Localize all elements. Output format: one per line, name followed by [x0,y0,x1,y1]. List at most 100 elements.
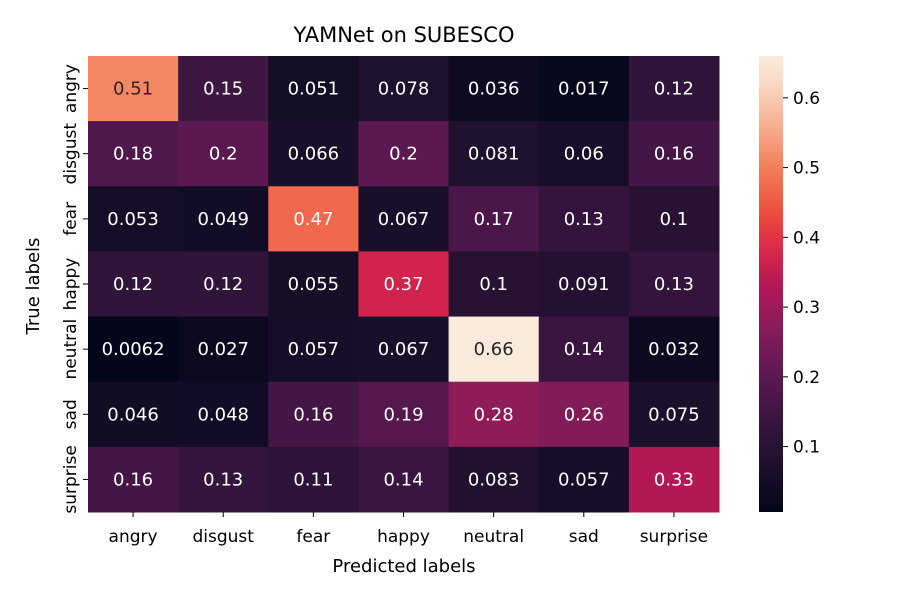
heatmap-cell-happy-neutral [448,251,540,318]
heatmap-cell-sad-fear [268,381,359,448]
cell-value-label-angry-disgust: 0.15 [203,79,243,100]
cell-value-label-fear-neutral: 0.17 [474,209,514,230]
cell-value-label-neutral-disgust: 0.027 [197,339,249,360]
heatmap-cells [88,56,720,513]
heatmap-cell-angry-neutral [448,56,540,122]
cell-value-label-disgust-happy: 0.2 [389,144,418,165]
cell-value-label-fear-sad: 0.13 [564,209,604,230]
heatmap-cell-surprise-disgust [178,446,269,513]
heatmap-cell-fear-surprise [628,186,720,252]
heatmap-cell-neutral-sad [538,316,630,383]
heatmap-cell-surprise-angry [88,446,179,513]
heatmap-cell-happy-surprise [628,251,720,318]
heatmap-cell-disgust-neutral [448,121,540,187]
heatmap-cell-neutral-neutral [448,316,540,383]
heatmap-cell-sad-angry [88,381,179,448]
colorbar [759,56,783,512]
cell-value-label-disgust-neutral: 0.081 [468,144,520,165]
cell-value-label-sad-neutral: 0.28 [474,404,514,425]
cell-value-label-sad-happy: 0.19 [383,404,423,425]
heatmap-cell-happy-happy [358,251,450,318]
cell-value-label-neutral-angry: 0.0062 [102,339,165,360]
cell-value-label-surprise-happy: 0.14 [383,469,423,490]
cell-value-label-fear-fear: 0.47 [293,209,333,230]
colorbar-tick-label-4: 0.5 [793,159,820,179]
cell-value-label-happy-sad: 0.091 [558,274,610,295]
cell-value-label-surprise-fear: 0.11 [293,469,333,490]
cell-value-label-angry-angry: 0.51 [113,79,153,100]
cell-value-label-neutral-neutral: 0.66 [474,339,514,360]
cell-value-label-disgust-fear: 0.066 [288,144,340,165]
x-tick-label-sad: sad [569,527,599,547]
heatmap-cell-surprise-happy [358,446,450,513]
cell-value-label-disgust-sad: 0.06 [564,144,604,165]
cell-value-label-happy-happy: 0.37 [383,274,423,295]
cell-value-label-neutral-happy: 0.067 [378,339,430,360]
y-tick-label-surprise: surprise [61,445,81,513]
heatmap-cell-disgust-surprise [628,121,720,187]
y-tick-label-angry: angry [61,64,81,113]
heatmap-cell-neutral-angry [88,316,179,383]
cell-value-label-angry-surprise: 0.12 [654,79,694,100]
x-axis-label: Predicted labels [332,556,475,577]
cell-value-label-happy-neutral: 0.1 [479,274,508,295]
colorbar-tick-label-3: 0.4 [793,228,820,248]
heatmap-cell-angry-angry [88,56,179,122]
colorbar-ticks: 0.1 0.2 0.3 0.4 0.5 0.6 [783,89,820,458]
heatmap-cell-disgust-happy [358,121,450,187]
y-axis-label: True labels [23,238,44,336]
cell-value-label-angry-neutral: 0.036 [468,79,520,100]
heatmap-cell-surprise-sad [538,446,630,513]
cell-value-label-sad-surprise: 0.075 [648,404,700,425]
heatmap-cell-fear-neutral [448,186,540,252]
heatmap-cell-fear-happy [358,186,450,252]
x-tick-labels: angry disgust fear happy neutral sad surprise [109,512,708,547]
heatmap-cell-surprise-neutral [448,446,540,513]
heatmap-cell-neutral-surprise [628,316,720,383]
x-tick-label-happy: happy [377,527,430,547]
x-tick-label-angry: angry [109,527,158,547]
x-tick-label-disgust: disgust [192,527,254,547]
heatmap-cell-angry-happy [358,56,450,122]
x-tick-label-neutral: neutral [463,527,524,547]
cell-value-label-disgust-angry: 0.18 [113,144,153,165]
heatmap-cell-sad-disgust [178,381,269,448]
heatmap-cell-happy-angry [88,251,179,318]
cell-value-label-happy-disgust: 0.12 [203,274,243,295]
cell-value-label-angry-fear: 0.051 [288,79,340,100]
colorbar-tick-label-2: 0.3 [793,298,820,318]
cell-value-label-fear-disgust: 0.049 [197,209,249,230]
y-tick-label-disgust: disgust [61,123,81,185]
heatmap-cell-angry-sad [538,56,630,122]
heatmap-cell-angry-fear [268,56,359,122]
heatmap-cell-sad-happy [358,381,450,448]
y-tick-label-happy: happy [61,258,81,311]
cell-value-label-sad-fear: 0.16 [293,404,333,425]
y-tick-label-sad: sad [61,399,81,429]
cell-value-label-sad-sad: 0.26 [564,404,604,425]
cell-value-label-surprise-neutral: 0.083 [468,469,520,490]
heatmap-cell-fear-fear [268,186,359,252]
heatmap-cell-neutral-happy [358,316,450,383]
cell-value-label-happy-angry: 0.12 [113,274,153,295]
y-tick-label-neutral: neutral [61,319,81,380]
colorbar-tick-label-5: 0.6 [793,89,820,109]
heatmap-cell-sad-neutral [448,381,540,448]
heatmap-cell-surprise-surprise [628,446,720,513]
heatmap-cell-fear-angry [88,186,179,252]
heatmap-cell-fear-sad [538,186,630,252]
cell-value-label-neutral-sad: 0.14 [564,339,604,360]
cell-value-label-happy-fear: 0.055 [288,274,340,295]
heatmap-cell-fear-disgust [178,186,269,252]
cell-value-label-sad-angry: 0.046 [107,404,159,425]
heatmap-cell-neutral-fear [268,316,359,383]
x-tick-label-fear: fear [296,527,330,547]
cell-value-label-disgust-disgust: 0.2 [209,144,238,165]
y-tick-labels: angry disgust fear happy neutral sad surprise [61,64,88,514]
heatmap-cell-happy-disgust [178,251,269,318]
cell-value-label-surprise-angry: 0.16 [113,469,153,490]
cell-value-label-angry-sad: 0.017 [558,79,610,100]
y-tick-label-fear: fear [61,202,81,236]
cell-value-label-sad-disgust: 0.048 [197,404,249,425]
